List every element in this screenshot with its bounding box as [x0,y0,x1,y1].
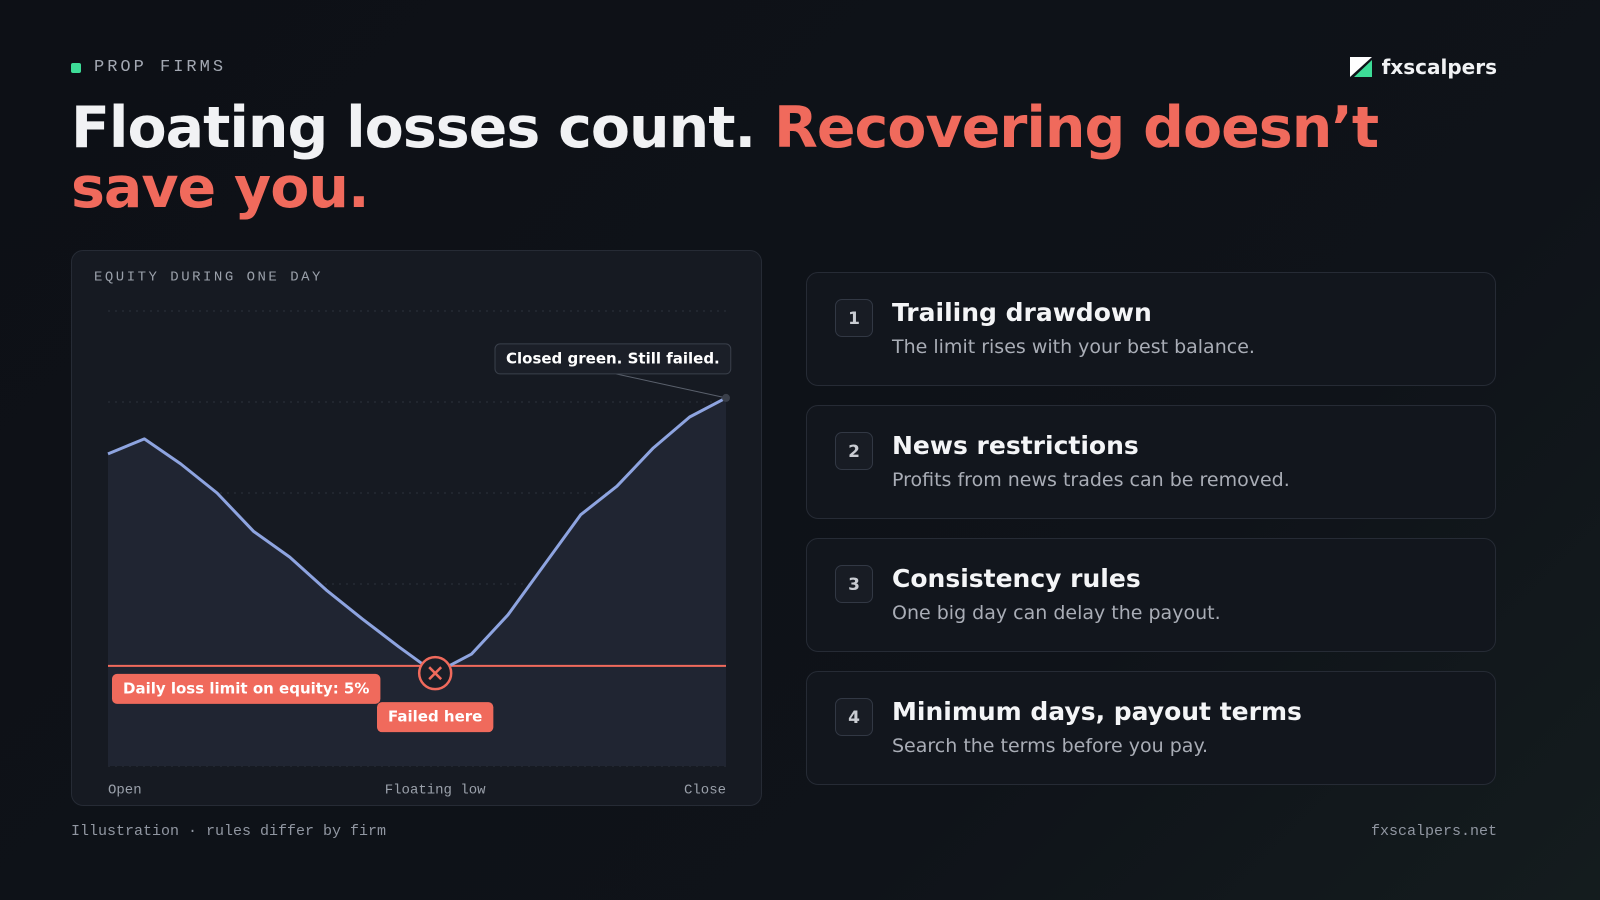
limit-label: Daily loss limit on equity: 5% [123,679,369,697]
card-text: Search the terms before you pay. [892,735,1209,757]
card: 1 Trailing drawdown The limit rises with y… [806,272,1496,386]
headline: Floating losses count. Recovering doesn’… [71,98,1431,218]
card-number: 4 [835,698,873,736]
x-tick-label: Floating low [385,783,486,799]
failed-label: Failed here [388,708,482,726]
card-title: Minimum days, payout terms [892,697,1302,726]
chart: EQUITY DURING ONE DAY Open Floating low Cl… [94,270,732,799]
closed-label-box [494,343,732,375]
headline-lead: Floating losses count. [71,95,756,161]
line [107,396,727,675]
headline-accent: Recovering doesn’t save you. [71,95,1379,221]
brand-icon [1349,57,1372,77]
failed-label-box [377,702,494,733]
card-title: Consistency rules [892,564,1141,593]
x-tick-label: Open [108,783,142,799]
card: 2 News restrictions Profits from news trad… [806,405,1496,519]
card-title: News restrictions [892,431,1139,460]
card-number: 2 [835,432,873,470]
limit-label-group: Daily loss limit on equity: 5% [112,673,381,704]
x-tick-label: Close [684,783,726,799]
card-number: 3 [835,565,873,603]
card-text: Profits from news trades can be removed. [892,469,1290,491]
footer-note: Illustration · rules differ by firm [71,823,387,840]
tag-dot [71,63,81,73]
card: 4 Minimum days, payout terms Search the te… [806,671,1496,785]
card-title: Trailing drawdown [892,298,1152,327]
card-number: 1 [835,299,873,337]
failed-label-group: Failed here [377,702,494,733]
chart-panel: EQUITY DURING ONE DAY Open Floating low Cl… [71,250,762,806]
footer-site: fxscalpers.net [1370,823,1497,840]
tag: PROP FIRMS [94,58,227,77]
card-text: The limit rises with your best balance. [892,336,1255,358]
end-point [722,393,730,402]
chart-title: EQUITY DURING ONE DAY [94,270,323,286]
fail-x [428,666,443,681]
leader [615,373,727,399]
brand: fxscalpers [1349,55,1497,79]
card-text: One big day can delay the payout. [892,602,1221,624]
closed-label-group: Closed green. Still failed. [494,343,732,375]
closed-label: Closed green. Still failed. [506,349,720,367]
limit-label-box [112,673,381,704]
card: 3 Consistency rules One big day can delay … [806,538,1496,652]
brand-name: fxscalpers [1381,55,1497,79]
